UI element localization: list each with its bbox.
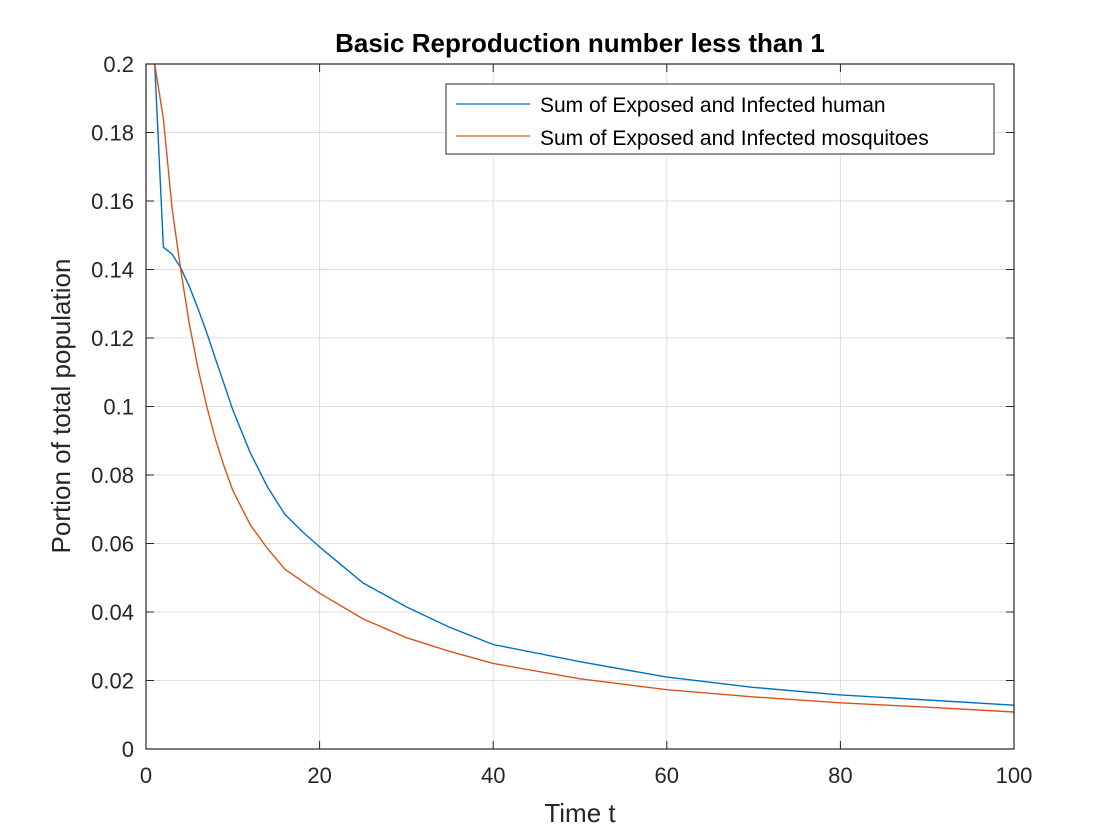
- chart-title: Basic Reproduction number less than 1: [335, 28, 825, 58]
- y-tick-label: 0.02: [91, 669, 134, 694]
- legend-box: [445, 83, 995, 155]
- legend-label-mosquitoes: Sum of Exposed and Infected mosquitoes: [540, 127, 929, 150]
- x-axis-label: Time t: [544, 798, 616, 828]
- x-tick-label: 0: [140, 763, 152, 788]
- y-tick-labels: 0 0.02 0.04 0.06 0.08 0.1 0.12 0.14 0.16 0.18 0.2: [91, 52, 134, 762]
- x-tick-label: 100: [996, 763, 1033, 788]
- series-lines: [154, 63, 1015, 713]
- y-tick-label: 0.12: [91, 326, 134, 351]
- legend: Sum of Exposed and Infected human Sum of…: [445, 83, 995, 155]
- x-tick-label: 20: [307, 763, 331, 788]
- x-tick-labels: 0 20 40 60 80 100: [140, 763, 1032, 788]
- y-tick-label: 0.1: [103, 395, 134, 420]
- x-tick-label: 80: [828, 763, 852, 788]
- y-tick-label: 0.06: [91, 532, 134, 557]
- y-tick-label: 0: [122, 737, 134, 762]
- series-line-human: [154, 63, 1015, 706]
- y-tick-label: 0.04: [91, 600, 134, 625]
- y-tick-label: 0.2: [103, 52, 134, 77]
- y-tick-label: 0.18: [91, 121, 134, 146]
- series-line-mosquitoes: [154, 63, 1015, 713]
- y-tick-label: 0.08: [91, 463, 134, 488]
- y-axis-label: Portion of total population: [46, 259, 76, 554]
- axis-ticks: [145, 63, 1015, 750]
- legend-label-human: Sum of Exposed and Infected human: [540, 94, 886, 117]
- y-tick-label: 0.14: [91, 258, 134, 283]
- x-tick-label: 40: [481, 763, 505, 788]
- y-tick-label: 0.16: [91, 189, 134, 214]
- x-tick-label: 60: [655, 763, 679, 788]
- grid-lines: [146, 64, 1014, 749]
